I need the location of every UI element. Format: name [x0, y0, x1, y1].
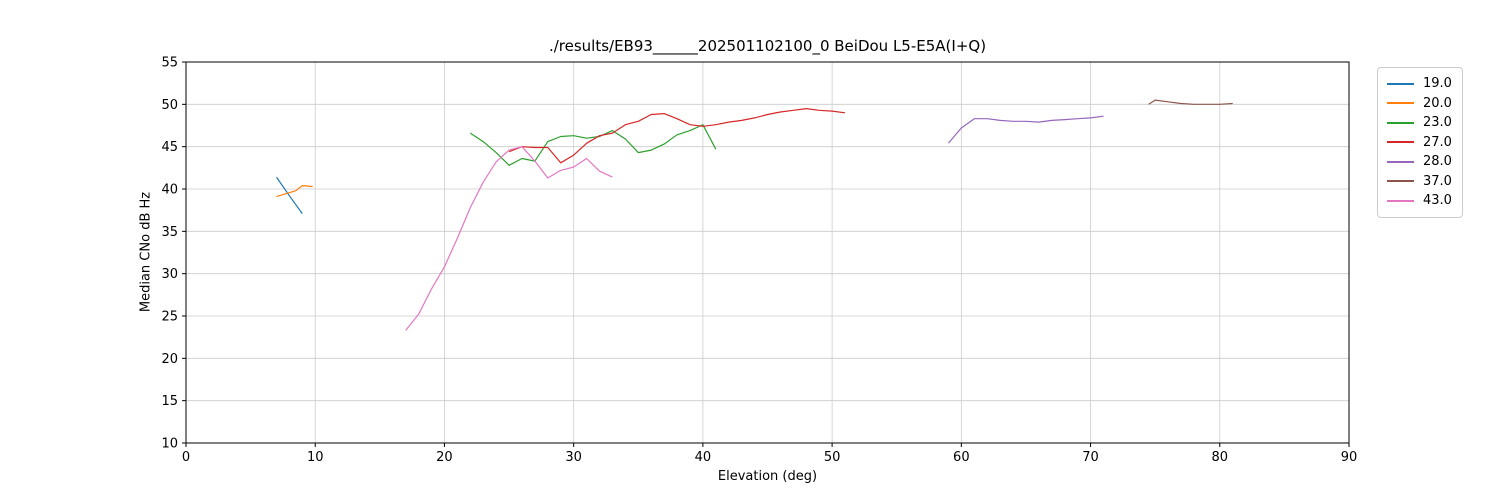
x-tick-label: 70	[1082, 450, 1099, 465]
x-tick-label: 10	[307, 450, 324, 465]
legend: 19.0 20.0 23.0 27.0 28.0 37.0 43.0	[1377, 67, 1463, 218]
series-line-20.0	[276, 185, 313, 198]
x-tick-label: 30	[565, 450, 582, 465]
x-tick-label: 40	[695, 450, 712, 465]
legend-item-20.0: 20.0	[1387, 94, 1452, 114]
y-tick-label: 30	[161, 267, 178, 282]
x-tick-label: 60	[953, 450, 970, 465]
y-tick-label: 50	[161, 98, 178, 113]
x-tick-label: 20	[436, 450, 453, 465]
series-line-28.0	[947, 115, 1104, 144]
legend-label: 20.0	[1423, 95, 1452, 111]
legend-item-27.0: 27.0	[1387, 133, 1452, 153]
legend-item-43.0: 43.0	[1387, 191, 1452, 211]
series-line-43.0	[405, 146, 613, 331]
chart-title: ./results/EB93______202501102100_0 BeiDo…	[548, 37, 987, 55]
legend-item-23.0: 23.0	[1387, 113, 1452, 133]
series-line-23.0	[469, 124, 717, 166]
series-line-19.0	[276, 176, 303, 214]
x-axis-label: Elevation (deg)	[717, 469, 818, 484]
y-tick-label: 45	[161, 140, 178, 155]
legend-line-swatch	[1387, 141, 1414, 144]
legend-line-swatch	[1387, 102, 1414, 105]
x-tick-label: 0	[182, 450, 190, 465]
y-tick-label: 15	[161, 394, 178, 409]
legend-label: 23.0	[1423, 115, 1452, 131]
y-tick-label: 55	[161, 56, 178, 71]
x-tick-label: 50	[824, 450, 841, 465]
legend-item-37.0: 37.0	[1387, 172, 1452, 192]
legend-item-19.0: 19.0	[1387, 74, 1452, 94]
y-tick-label: 10	[161, 437, 178, 452]
legend-line-swatch	[1387, 160, 1414, 163]
legend-item-28.0: 28.0	[1387, 152, 1452, 172]
legend-label: 28.0	[1423, 154, 1452, 170]
series-line-27.0	[508, 107, 846, 164]
legend-label: 19.0	[1423, 76, 1452, 92]
legend-label: 27.0	[1423, 134, 1452, 150]
axes-border	[185, 61, 1350, 444]
y-tick-label: 35	[161, 225, 178, 240]
y-axis-label: Median CNo dB Hz	[138, 191, 154, 313]
y-tick-label: 25	[161, 310, 178, 325]
legend-line-swatch	[1387, 82, 1414, 85]
x-tick-label: 90	[1341, 450, 1358, 465]
legend-line-swatch	[1387, 121, 1414, 124]
legend-label: 37.0	[1423, 173, 1452, 189]
y-tick-label: 40	[161, 183, 178, 198]
legend-label: 43.0	[1423, 193, 1452, 209]
y-tick-label: 20	[161, 352, 178, 367]
legend-line-swatch	[1387, 199, 1414, 202]
series-line-37.0	[1148, 99, 1233, 105]
legend-line-swatch	[1387, 180, 1414, 183]
x-tick-label: 80	[1212, 450, 1229, 465]
